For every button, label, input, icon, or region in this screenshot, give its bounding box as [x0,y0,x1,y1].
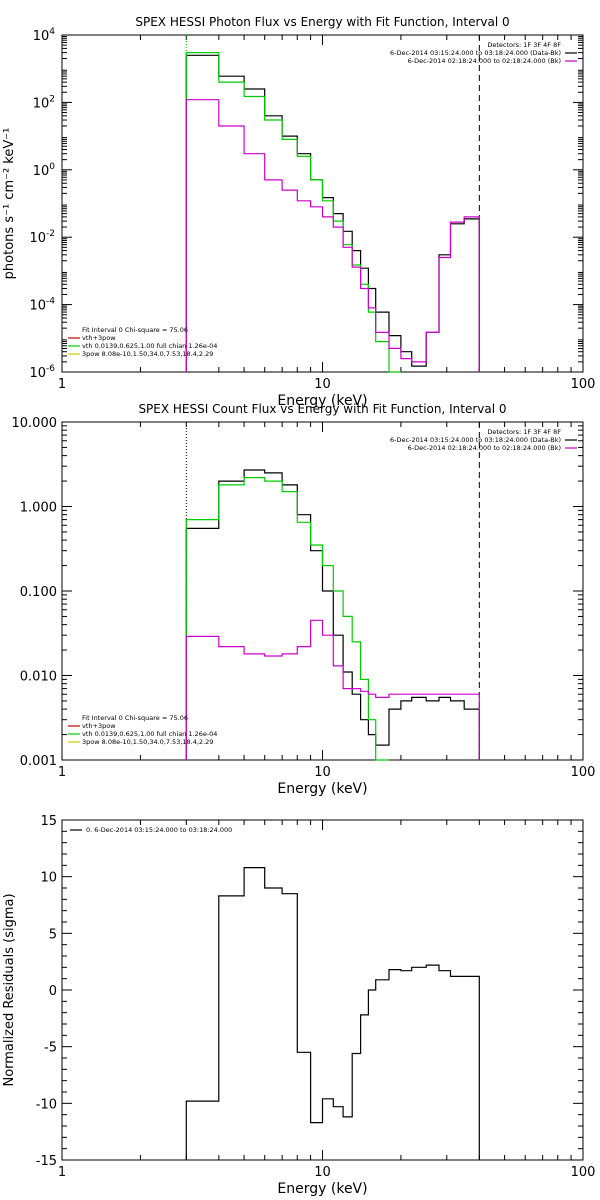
x-axis-label: Energy (keV) [277,393,367,409]
series-step-line-3 [185,619,480,760]
y-tick-label: 10-4 [29,297,55,314]
x-tick-label: 1 [58,377,66,392]
legend-entry-label: 6-Dec-2014 02:18:24.000 to 02:18:24.000 … [408,444,561,452]
y-tick-label: 0.001 [20,754,57,769]
y-tick-label: 1.000 [20,501,57,516]
y-tick-label: 100 [33,162,56,179]
series-step-line-2 [185,52,401,373]
legend-entry-label: vth 0.0139,0.625,1.00 full chian 1.26e-0… [82,730,217,738]
legend-entry-label: 6-Dec-2014 02:18:24.000 to 02:18:24.000 … [408,57,561,65]
y-tick-label-exponent: 0 [49,162,55,172]
y-tick-label: -10 [36,1097,57,1112]
y-tick-label-exponent: -4 [46,297,55,307]
y-tick-label-exponent: 2 [49,94,55,104]
x-tick-label: 1 [58,765,66,780]
x-tick-label: 10 [314,1165,331,1180]
series-step-line-2 [185,477,389,761]
y-tick-label: 15 [40,814,57,829]
legend-entry-label: vth 0.0139,0.625,1.00 full chian 1.26e-0… [82,342,217,350]
y-tick-label: 10.000 [12,416,58,431]
y-tick-label-base: 10 [29,231,46,246]
series-step-line-1 [185,469,480,760]
chart-title: SPEX HESSI Photon Flux vs Energy with Fi… [135,15,509,29]
y-tick-label-exponent: 4 [49,27,55,37]
y-tick-label: 10-2 [29,229,55,246]
legend-entry-label: Detectors: 1F 3F 4F 8F [487,428,561,436]
legend-entry-label: 6-Dec-2014 03:15:24.000 to 03:18:24.000 … [390,49,561,57]
legend-entry-label: Detectors: 1F 3F 4F 8F [487,41,561,49]
legend-entry-label: vth+3pow [82,722,116,730]
y-tick-label: 0.100 [20,585,57,600]
chart-title: SPEX HESSI Count Flux vs Energy with Fit… [138,402,506,416]
y-axis-label: Normalized Residuals (sigma) [2,893,17,1086]
y-tick-label-exponent: -6 [46,364,55,374]
y-tick-label: 10-6 [29,364,55,381]
y-tick-label: -15 [36,1154,57,1169]
y-tick-label-base: 10 [29,366,46,381]
x-tick-label: 100 [571,377,596,392]
y-tick-label-exponent: -2 [46,229,55,239]
chart-panel-3: 1 10 100 Energy (keV) -15 -10 -5 0 5 10 15 Normaliz… [2,814,595,1197]
legend-entry-label: vth+3pow [82,334,116,342]
y-tick-label: 0 [49,984,57,999]
x-tick-label: 100 [571,1165,596,1180]
legend-entry-label: Fit Interval 0 Chi-square = 75.06 [82,326,188,334]
x-tick-label: 10 [314,765,331,780]
legend-entry-label: Fit Interval 0 Chi-square = 75.06 [82,714,188,722]
series-step-line-1 [185,867,480,1160]
y-tick-label-base: 10 [33,96,50,111]
x-tick-label: 1 [58,1165,66,1180]
series-step-line-3 [185,99,480,372]
y-tick-label: 5 [49,927,57,942]
chart-panel-2: SPEX HESSI Count Flux vs Energy with Fit… [12,402,596,797]
y-tick-label: -5 [44,1041,57,1056]
y-axis-label: photons s⁻¹ cm⁻² keV⁻¹ [2,128,17,280]
legend-entry-label: 3pow 8.08e-10,1.50,34.0,7.53,18.4,2.29 [82,350,213,358]
y-tick-label: 10 [40,871,57,886]
x-tick-label: 100 [571,765,596,780]
legend-entry-label: 0. 6-Dec-2014 03:15:24.000 to 03:18:24.0… [86,826,232,834]
x-tick-label: 10 [314,377,331,392]
legend-entry-label: 3pow 8.08e-10,1.50,34.0,7.53,18.4,2.29 [82,738,213,746]
chart-panel-1: SPEX HESSI Photon Flux vs Energy with Fi… [2,15,595,409]
legend-entry-label: 6-Dec-2014 03:15:24.000 to 03:18:24.000 … [390,436,561,444]
y-tick-label: 102 [33,94,55,111]
x-axis-label: Energy (keV) [277,781,367,797]
y-tick-label-base: 10 [33,29,50,44]
y-tick-label-base: 10 [29,299,46,314]
y-tick-label: 0.010 [20,670,57,685]
x-axis-label: Energy (keV) [277,1181,367,1197]
y-tick-label: 104 [33,27,56,44]
y-tick-label-base: 10 [33,164,50,179]
